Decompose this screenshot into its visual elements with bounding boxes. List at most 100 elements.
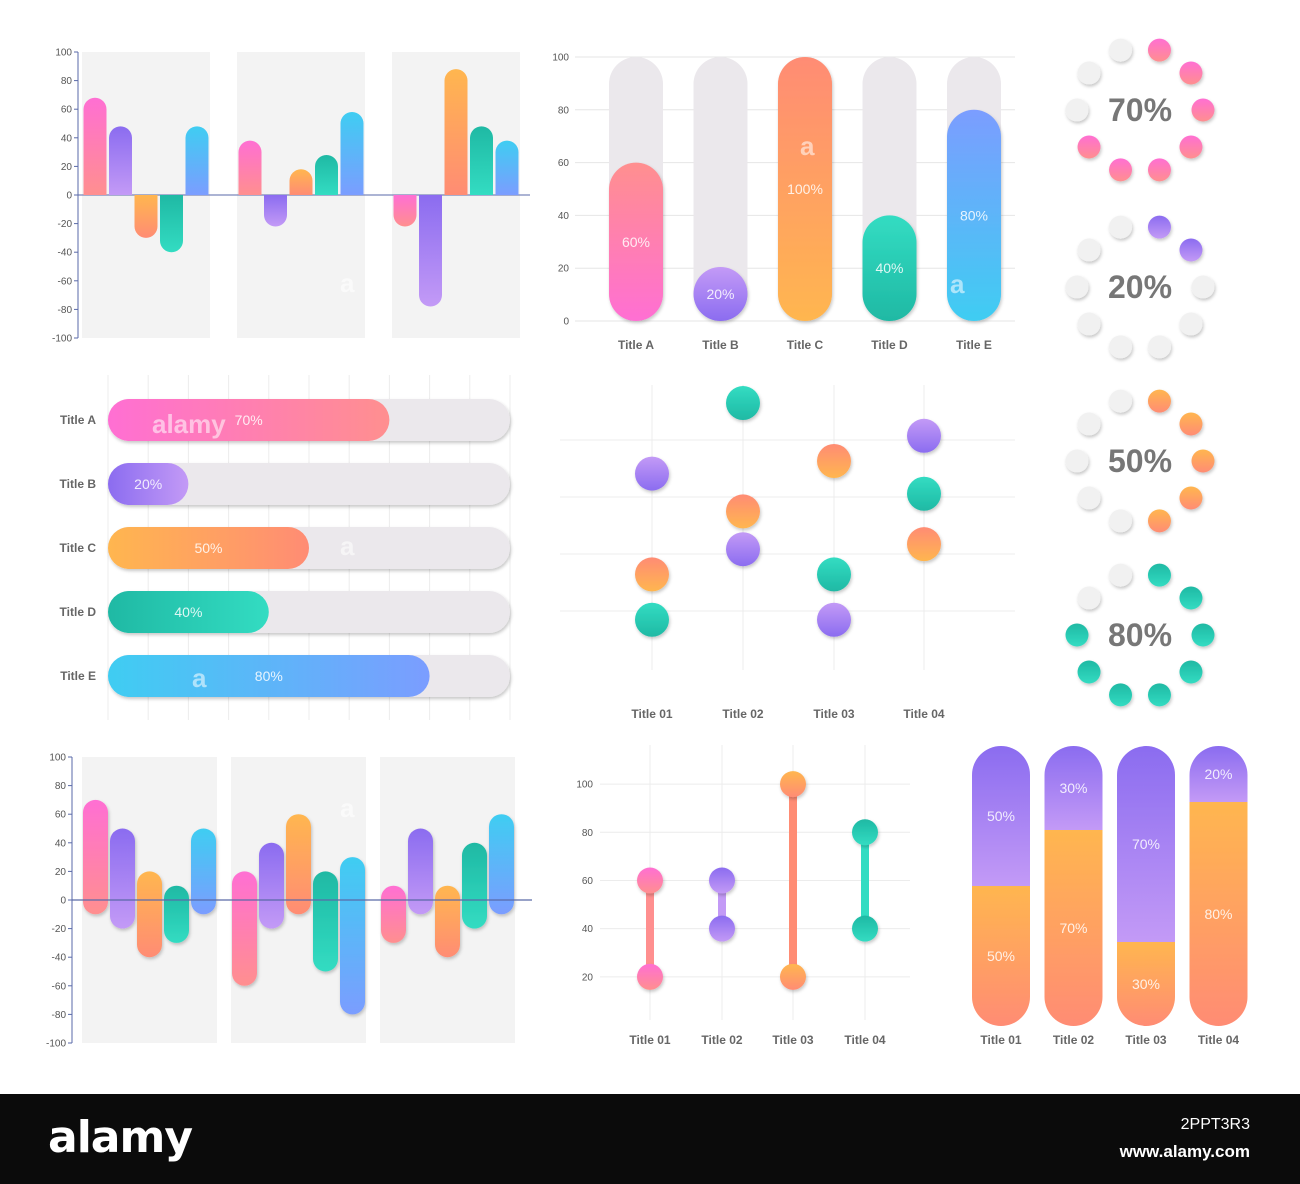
bl-y-tick-label: -20 bbox=[52, 924, 67, 935]
segment-label-upper: 20% bbox=[1204, 766, 1232, 782]
ring-dot-inactive bbox=[1191, 275, 1215, 299]
ring-dot-active bbox=[1179, 486, 1203, 510]
ring-dot-inactive bbox=[1109, 563, 1133, 587]
scatter-point bbox=[907, 476, 941, 511]
bar-segment-lower bbox=[1117, 942, 1175, 1026]
bar bbox=[947, 109, 1001, 321]
tm-y-tick-label: 80 bbox=[558, 105, 570, 116]
watermark-glyph: a bbox=[192, 663, 207, 693]
bar bbox=[778, 57, 832, 321]
floating-bar-chart: 100 80 60 40 20 0 -20 -40 -60 -80 -100 a bbox=[46, 753, 532, 1050]
ring-dot-active bbox=[1179, 412, 1203, 436]
ring-dot-active bbox=[1147, 389, 1171, 413]
bar bbox=[286, 814, 311, 915]
tm-y-tick-label: 0 bbox=[563, 317, 569, 328]
ring-percent-label: 50% bbox=[1108, 443, 1172, 479]
category-label: Title A bbox=[60, 413, 96, 427]
ring-dot-inactive bbox=[1077, 486, 1101, 510]
bar bbox=[393, 195, 417, 227]
scatter-point bbox=[635, 456, 669, 491]
scatter-point bbox=[817, 444, 851, 478]
chart-middle-left: 70% Title A 20% Title B 50% Title C 40% Title D… bbox=[40, 375, 530, 725]
bar bbox=[444, 69, 468, 195]
stacked-pill-chart: 50% 50% Title 01 30% 70% Title 02 70% 30% Title … bbox=[972, 746, 1248, 1047]
category-label: Title 04 bbox=[903, 707, 944, 721]
bar bbox=[862, 215, 917, 321]
chart-bottom-right: 50% 50% Title 01 30% 70% Title 02 70% 30% Title … bbox=[960, 740, 1260, 1060]
ring-dot-active bbox=[1179, 238, 1203, 262]
bar bbox=[340, 857, 365, 1015]
bar bbox=[462, 842, 487, 929]
ring-dot-inactive bbox=[1179, 312, 1203, 336]
dumbbell-end-high bbox=[780, 771, 806, 798]
bar bbox=[470, 126, 493, 195]
category-label: Title 04 bbox=[844, 1033, 885, 1047]
category-label: Title A bbox=[618, 338, 654, 352]
ring-dot-active bbox=[1191, 98, 1215, 122]
bar bbox=[134, 195, 158, 238]
bar-segment-upper bbox=[1044, 746, 1103, 830]
pill-bar-chart: 100 80 60 40 20 0 60% Title A 20% Title B 100% Titl… bbox=[552, 53, 1015, 352]
stacked-bar bbox=[1189, 746, 1248, 1026]
ring-dot-active bbox=[1065, 623, 1089, 647]
ring-dot-inactive bbox=[1109, 389, 1133, 413]
ring-dot-active bbox=[1147, 563, 1171, 587]
ring-dot-active bbox=[1179, 61, 1203, 85]
ring-dot-active bbox=[1191, 449, 1215, 473]
tm-y-tick-label: 60 bbox=[558, 158, 570, 169]
chart-top-middle: 100 80 60 40 20 0 60% Title A 20% Title B 100% Titl… bbox=[545, 45, 1025, 365]
segment-label-lower: 50% bbox=[987, 948, 1015, 964]
bar bbox=[108, 655, 430, 697]
bar bbox=[408, 828, 433, 915]
ring-percent-label: 20% bbox=[1108, 269, 1172, 305]
bl-y-tick-label: -40 bbox=[52, 953, 67, 964]
bar bbox=[313, 871, 338, 972]
tl-y-tick-label: -60 bbox=[58, 276, 73, 287]
ring-dot-active bbox=[1077, 660, 1101, 684]
category-label: Title E bbox=[956, 338, 992, 352]
ring-dot-inactive bbox=[1065, 449, 1089, 473]
dumbbell-end-low bbox=[852, 915, 878, 942]
stock-image-id: 2PPT3R3 bbox=[1180, 1116, 1250, 1133]
bm-y-tick-label: 60 bbox=[582, 876, 594, 887]
bar bbox=[137, 871, 162, 958]
watermark-glyph: a bbox=[800, 131, 815, 161]
tl-y-tick-label: 40 bbox=[61, 133, 73, 144]
tl-y-tick-label: 80 bbox=[61, 76, 73, 87]
bar bbox=[185, 126, 209, 195]
tl-y-tick-label: -100 bbox=[52, 334, 72, 345]
category-label: Title B bbox=[60, 477, 97, 491]
bl-y-tick-label: 0 bbox=[60, 896, 66, 907]
ring-dot-active bbox=[1147, 38, 1171, 62]
segment-label-lower: 70% bbox=[1059, 920, 1087, 936]
category-label: Title C bbox=[60, 541, 97, 555]
category-label: Title 03 bbox=[813, 707, 854, 721]
ring-dot-active bbox=[1147, 215, 1171, 239]
tl-y-tick-label: 60 bbox=[61, 105, 73, 116]
chart-rings: 70% 20% 50% 80% bbox=[1050, 30, 1250, 720]
category-label: Title B bbox=[702, 338, 739, 352]
ring-dot-active bbox=[1179, 135, 1203, 159]
bar bbox=[419, 195, 442, 307]
bl-y-tick-label: -80 bbox=[52, 1010, 67, 1021]
stacked-bar bbox=[1117, 746, 1175, 1026]
ring-dot-active bbox=[1147, 158, 1171, 182]
bl-y-tick-label: 20 bbox=[55, 867, 67, 878]
bar bbox=[108, 527, 309, 569]
bar bbox=[315, 154, 338, 195]
ring-dot-active bbox=[1109, 683, 1133, 707]
bm-y-tick-label: 100 bbox=[576, 780, 593, 791]
ring-dot-inactive bbox=[1077, 238, 1101, 262]
bar bbox=[108, 591, 269, 633]
segment-label-upper: 70% bbox=[1132, 836, 1160, 852]
bl-y-tick-label: -100 bbox=[46, 1039, 66, 1050]
bar bbox=[108, 463, 189, 505]
ring-dot-active bbox=[1191, 623, 1215, 647]
bm-y-tick-label: 80 bbox=[582, 828, 594, 839]
watermark-glyph: a bbox=[340, 793, 355, 823]
category-label: Title D bbox=[871, 338, 908, 352]
bl-y-tick-label: 60 bbox=[55, 810, 67, 821]
tm-y-tick-label: 20 bbox=[558, 264, 570, 275]
bar-segment-lower bbox=[972, 886, 1030, 1026]
bar bbox=[259, 842, 284, 929]
